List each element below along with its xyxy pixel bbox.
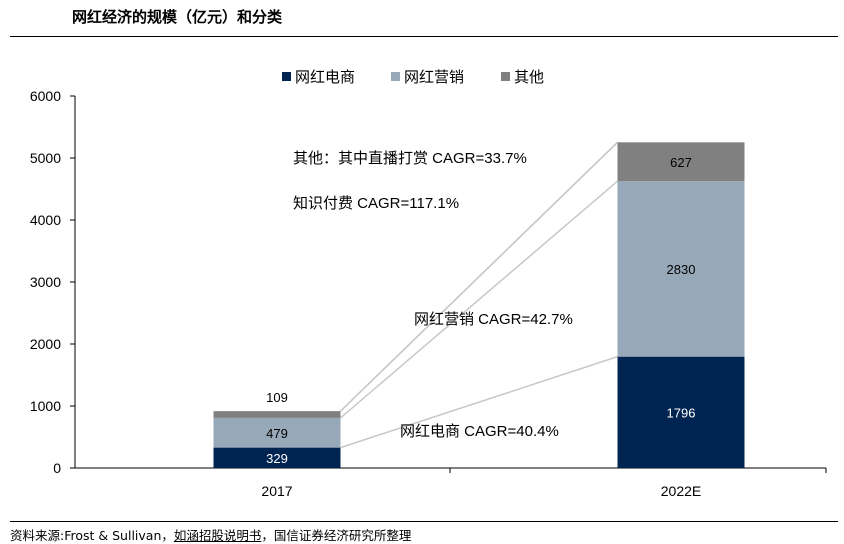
cagr-line (339, 141, 619, 412)
source-prefix: 资料来源:Frost & Sullivan， (10, 528, 174, 543)
legend-swatch (501, 72, 510, 81)
legend-swatch (391, 72, 400, 81)
data-label: 329 (266, 451, 288, 466)
axes: 0 1000 2000 3000 4000 5000 6000 (30, 88, 827, 476)
y-tick-label: 6000 (30, 88, 61, 104)
stacked-bar-chart: 网红电商 网红营销 其他 0 1000 2000 3000 4000 5000 6000 329… (30, 69, 827, 499)
bar-segment (213, 417, 341, 448)
legend-label: 网红营销 (404, 69, 464, 86)
cagr-annotations: 其他：其中直播打赏 CAGR=33.7% 知识付费 CAGR=117.1% 网红营销… (293, 150, 573, 440)
cagr-line (340, 355, 618, 449)
cagr-annotation: 其他：其中直播打赏 CAGR=33.7% (293, 150, 527, 167)
cagr-annotation: 知识付费 CAGR=117.1% (293, 195, 459, 212)
bar-segment (617, 181, 745, 357)
legend: 网红电商 网红营销 其他 (282, 69, 544, 86)
bar-segment (617, 356, 745, 468)
data-label: 2830 (667, 262, 696, 277)
x-tick-label: 2017 (261, 483, 292, 499)
y-tick-label: 1000 (30, 398, 61, 414)
bar-segment (213, 411, 341, 418)
legend-label: 网红电商 (295, 69, 355, 86)
y-tick-label: 3000 (30, 274, 61, 290)
data-label: 1796 (667, 405, 696, 420)
bar-segment (213, 447, 341, 468)
cagr-annotation: 网红营销 CAGR=42.7% (414, 311, 573, 328)
y-tick-label: 4000 (30, 212, 61, 228)
y-tick-label: 5000 (30, 150, 61, 166)
data-label: 479 (266, 426, 288, 441)
source-link[interactable]: 如涵招股说明书 (173, 528, 262, 543)
y-tick-label: 0 (53, 460, 61, 476)
y-tick-label: 2000 (30, 336, 61, 352)
bottom-rule (10, 521, 838, 522)
cagr-line (340, 180, 618, 419)
source-note: 资料来源:Frost & Sullivan，如涵招股说明书，国信证券经济研究所整… (10, 525, 411, 544)
chart-title: 网红经济的规模（亿元）和分类 (72, 8, 283, 26)
top-rule (10, 36, 838, 37)
legend-swatch (282, 72, 291, 81)
source-suffix: ，国信证券经济研究所整理 (261, 528, 412, 543)
x-tick-label: 2022E (661, 483, 701, 499)
data-label: 109 (266, 390, 288, 405)
bar-segment (617, 142, 745, 182)
bars: 329 479 109 2017 1796 2830 627 2022E (213, 142, 745, 499)
cagr-connector-lines (339, 141, 619, 449)
data-label: 627 (670, 155, 692, 170)
cagr-annotation: 网红电商 CAGR=40.4% (400, 423, 559, 440)
legend-label: 其他 (514, 69, 544, 86)
